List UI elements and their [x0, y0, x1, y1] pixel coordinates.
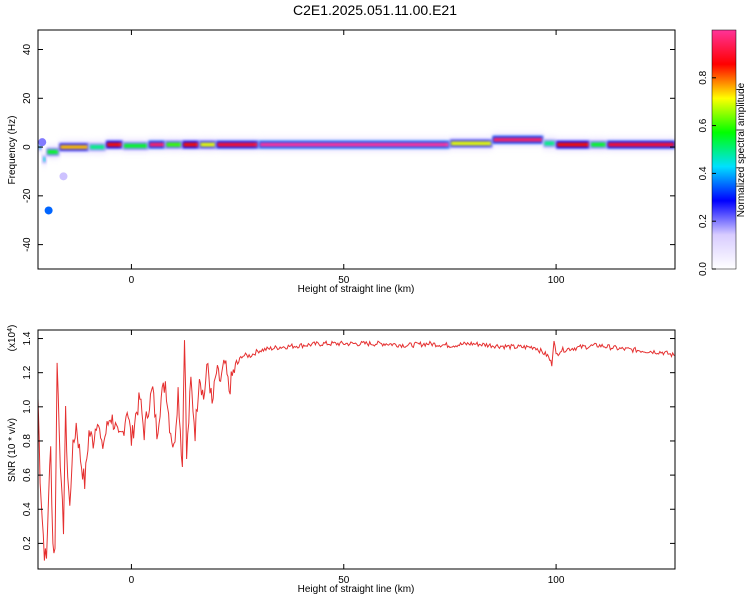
- colorbar-tick-label-0.8: 0.8: [698, 70, 709, 84]
- y-tick-label-1.0: 1.0: [22, 399, 33, 413]
- figure-title: C2E1.2025.051.11.00.E21: [293, 2, 457, 18]
- heatmap-core-5: [106, 142, 122, 147]
- y-tick-label-20: 20: [22, 92, 33, 104]
- heatmap-core-8: [166, 142, 182, 147]
- heatmap-spot-1: [59, 172, 68, 181]
- spectrogram-frame: [37, 29, 676, 270]
- snr-y-axis-label: SNR (10 * v/v): [7, 418, 18, 482]
- snr-frame: [37, 329, 676, 570]
- x-tick-label-100: 100: [548, 575, 565, 586]
- heatmap-spot-0: [44, 206, 53, 215]
- heatmap-core-12: [259, 142, 449, 147]
- y-tick-label-0: 0: [22, 144, 33, 150]
- spectrogram-ticks: 0 50 100 -40 -20 0 20 40: [22, 30, 675, 286]
- y-tick-label--40: -40: [22, 237, 33, 252]
- spectrogram-x-axis-label: Height of straight line (km): [298, 284, 415, 295]
- heatmap-core-1: [43, 157, 46, 162]
- heatmap-core-10: [200, 142, 216, 147]
- x-tick-label-50: 50: [338, 575, 350, 586]
- colorbar-gradient: [712, 30, 736, 269]
- y-tick-label-40: 40: [22, 44, 33, 56]
- y-tick-label-0.6: 0.6: [22, 468, 33, 482]
- spectrogram-panel: 0 50 100 -40 -20 0 20 40 Height of straight lin…: [7, 29, 676, 295]
- x-tick-label-50: 50: [338, 275, 350, 286]
- heatmap-core-14: [493, 137, 543, 142]
- colorbar-frame: [711, 29, 737, 270]
- spectrogram-heatmap: [38, 132, 675, 215]
- snr-x-axis-label: Height of straight line (km): [298, 584, 415, 595]
- snr-ticks: 0 50 100 0.2 0.4 0.6 0.8 1.0 1.2 1.4: [22, 330, 675, 586]
- snr-panel: 0 50 100 0.2 0.4 0.6 0.8 1.0 1.2 1.4 Height of st…: [7, 325, 676, 595]
- heatmap-core-7: [149, 142, 165, 147]
- x-tick-label-0: 0: [129, 575, 135, 586]
- spectrogram-y-axis-label: Frequency (Hz): [7, 116, 18, 185]
- heatmap-core-6: [123, 143, 148, 148]
- heatmap-spot-2: [38, 138, 47, 147]
- y-tick-label-1.4: 1.4: [22, 331, 33, 345]
- colorbar-tick-label-0.0: 0.0: [698, 262, 709, 276]
- y-tick-label-0.4: 0.4: [22, 502, 33, 516]
- heatmap-core-15: [544, 141, 556, 146]
- colorbar-label: Normalized spectral amplitude: [736, 82, 747, 217]
- colorbar-tick-label-0.2: 0.2: [698, 214, 709, 228]
- snr-series-line: [38, 340, 675, 561]
- x-tick-label-0: 0: [129, 275, 135, 286]
- heatmap-core-11: [217, 142, 258, 147]
- y-tick-label-0.2: 0.2: [22, 536, 33, 550]
- colorbar-tick-label-0.4: 0.4: [698, 166, 709, 180]
- heatmap-core-4: [89, 145, 105, 150]
- y-tick-label--20: -20: [22, 188, 33, 203]
- x-tick-label-100: 100: [548, 275, 565, 286]
- y-tick-label-0.8: 0.8: [22, 434, 33, 448]
- snr-plot-area: [38, 330, 675, 569]
- heatmap-core-9: [183, 142, 199, 147]
- y-tick-label-1.2: 1.2: [22, 365, 33, 379]
- heatmap-core-18: [608, 142, 674, 147]
- heatmap-core-13: [450, 141, 492, 146]
- heatmap-core-16: [557, 142, 590, 147]
- heatmap-core-2: [47, 149, 59, 154]
- colorbar-ticks: 0.0 0.2 0.4 0.6 0.8: [698, 70, 716, 276]
- heatmap-core-3: [60, 145, 88, 150]
- snr-y-scale-note: (x104): [7, 325, 19, 352]
- heatmap-core-17: [591, 142, 607, 147]
- colorbar: 0.0 0.2 0.4 0.6 0.8 Normalized spectral ampl…: [698, 29, 747, 276]
- colorbar-tick-label-0.6: 0.6: [698, 118, 709, 132]
